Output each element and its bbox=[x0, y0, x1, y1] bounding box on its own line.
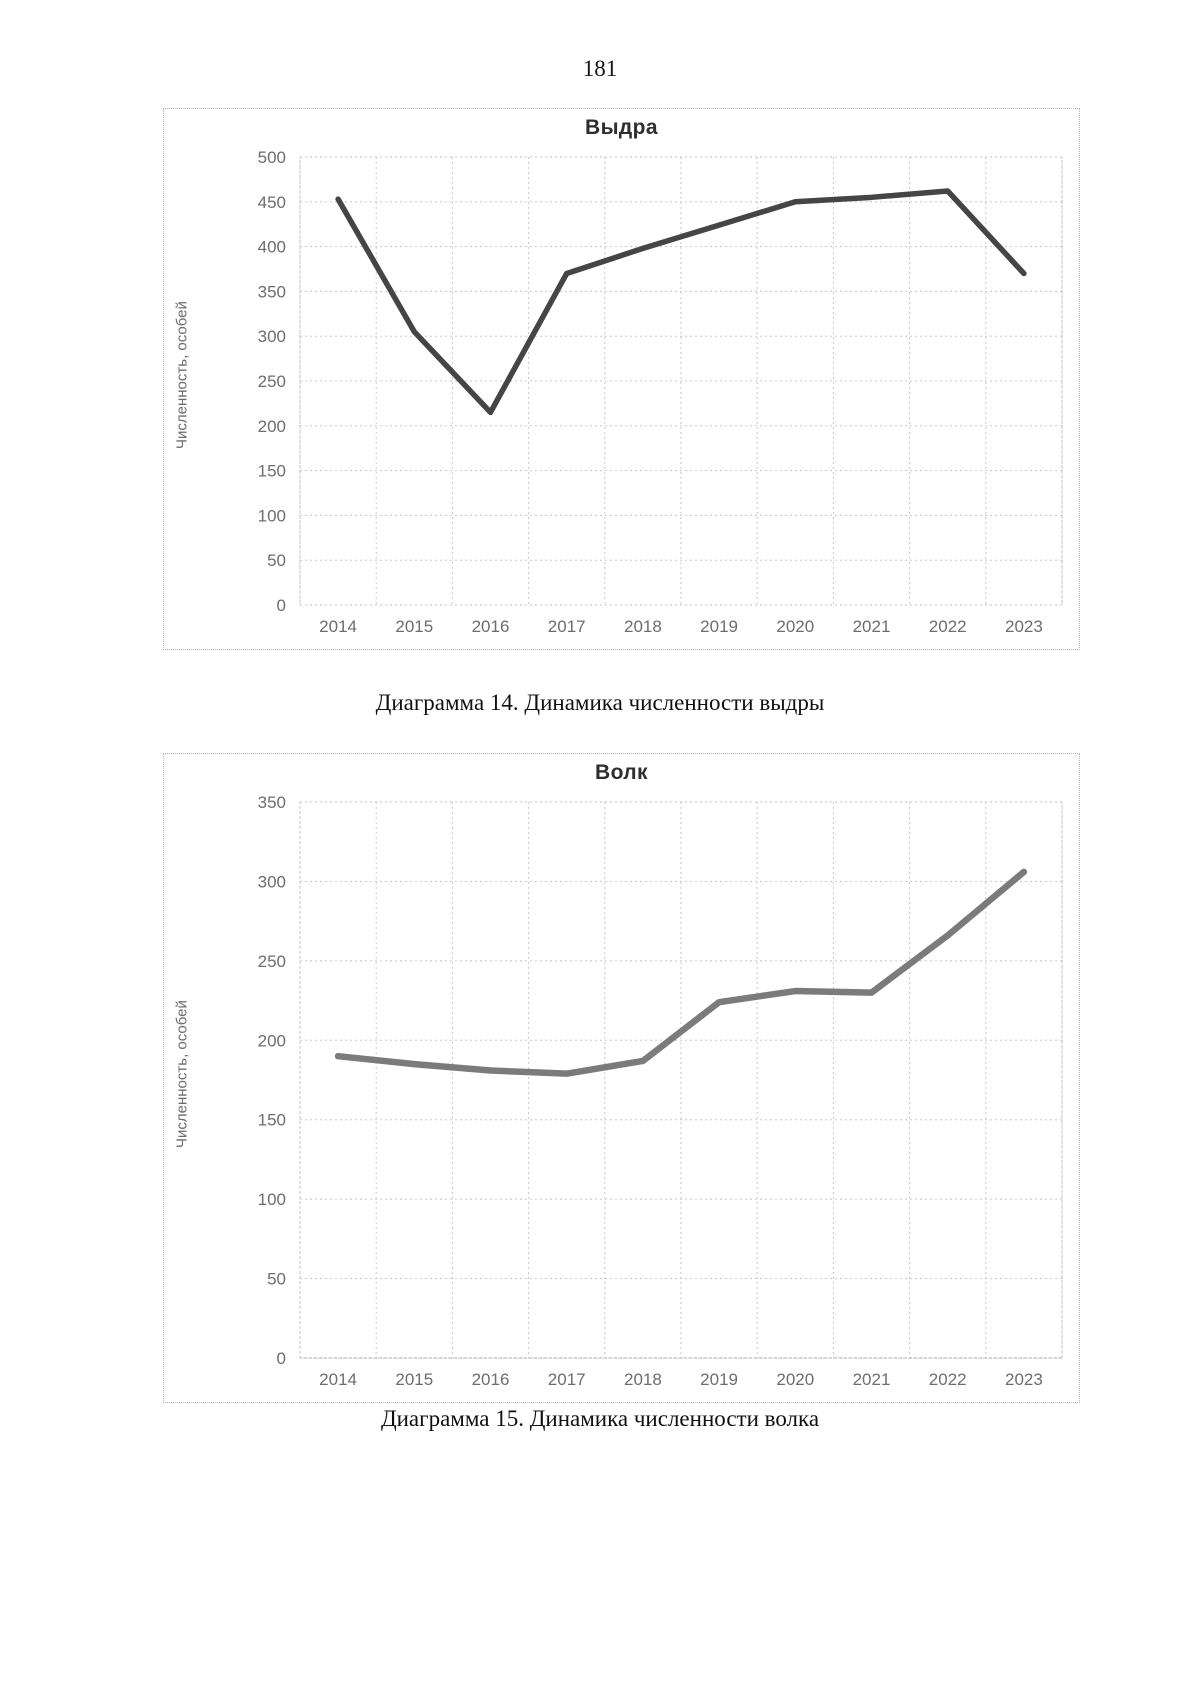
x-tick-label: 2016 bbox=[472, 1370, 510, 1389]
y-tick-label: 0 bbox=[277, 596, 286, 615]
x-tick-label: 2018 bbox=[624, 1370, 662, 1389]
y-tick-label: 50 bbox=[267, 1270, 286, 1289]
y-tick-label: 250 bbox=[258, 952, 286, 971]
x-tick-label: 2021 bbox=[853, 1370, 891, 1389]
y-tick-label: 100 bbox=[258, 506, 286, 525]
y-tick-label: 300 bbox=[258, 327, 286, 346]
chart-caption-wolf: Диаграмма 15. Динамика численности волка bbox=[380, 1406, 820, 1431]
x-tick-label: 2023 bbox=[1005, 1370, 1043, 1389]
y-axis-title-wolf: Численность, особей bbox=[173, 1000, 191, 1148]
y-tick-label: 450 bbox=[258, 193, 286, 212]
x-tick-label: 2015 bbox=[395, 1370, 433, 1389]
y-tick-label: 0 bbox=[277, 1349, 286, 1368]
y-tick-label: 100 bbox=[258, 1190, 286, 1209]
y-tick-label: 150 bbox=[258, 1111, 286, 1130]
x-tick-label: 2014 bbox=[319, 1370, 357, 1389]
page-number: 181 bbox=[582, 56, 618, 81]
x-tick-label: 2020 bbox=[776, 617, 814, 636]
y-tick-label: 200 bbox=[258, 417, 286, 436]
y-tick-label: 300 bbox=[258, 872, 286, 891]
y-tick-label: 400 bbox=[258, 238, 286, 257]
chart-title-wolf: Волк bbox=[595, 761, 648, 784]
data-series-line bbox=[334, 868, 1028, 1077]
x-tick-label: 2020 bbox=[776, 1370, 814, 1389]
plot-border bbox=[299, 801, 1063, 1359]
chart-title-otter: Выдра bbox=[585, 116, 658, 139]
y-tick-label: 50 bbox=[267, 551, 286, 570]
x-tick-label: 2017 bbox=[548, 617, 586, 636]
line-chart-wolf: 0 50 100 150 200 250 300 350 2014 2015 2016 2017 201… bbox=[258, 793, 1063, 1389]
chart-panel-wolf: Волк Численность, особей 0 50 100 150 200 250… bbox=[163, 753, 1080, 1403]
line-chart-otter: 0 50 100 150 200 250 300 350 400 450 500 2014 2015 20… bbox=[258, 148, 1063, 636]
x-tick-label: 2017 bbox=[548, 1370, 586, 1389]
chart-panel-otter: Выдра Численность, особей 0 50 100 150 200 25… bbox=[163, 108, 1080, 650]
x-tick-label: 2021 bbox=[853, 617, 891, 636]
chart-area-wolf: Численность, особей 0 50 100 150 200 250 300 35… bbox=[164, 792, 1079, 1402]
x-tick-label: 2014 bbox=[319, 617, 357, 636]
plot-border bbox=[299, 156, 1063, 606]
y-tick-label: 350 bbox=[258, 282, 286, 301]
y-axis-title-otter: Численность, особей bbox=[173, 301, 191, 449]
x-tick-label: 2015 bbox=[395, 617, 433, 636]
y-tick-label: 200 bbox=[258, 1031, 286, 1050]
y-tick-label: 250 bbox=[258, 372, 286, 391]
data-series-line bbox=[335, 188, 1027, 416]
x-tick-label: 2019 bbox=[700, 1370, 738, 1389]
x-tick-label: 2022 bbox=[929, 617, 967, 636]
y-tick-label: 150 bbox=[258, 462, 286, 481]
chart-area-otter: Численность, особей 0 50 100 150 200 250 300 35… bbox=[164, 147, 1079, 649]
x-tick-label: 2016 bbox=[472, 617, 510, 636]
y-tick-label: 500 bbox=[258, 148, 286, 167]
x-tick-label: 2023 bbox=[1005, 617, 1043, 636]
chart-caption-otter: Диаграмма 14. Динамика численности выдры bbox=[375, 690, 825, 715]
x-tick-label: 2018 bbox=[624, 617, 662, 636]
y-tick-label: 350 bbox=[258, 793, 286, 812]
x-tick-label: 2022 bbox=[929, 1370, 967, 1389]
x-tick-label: 2019 bbox=[700, 617, 738, 636]
